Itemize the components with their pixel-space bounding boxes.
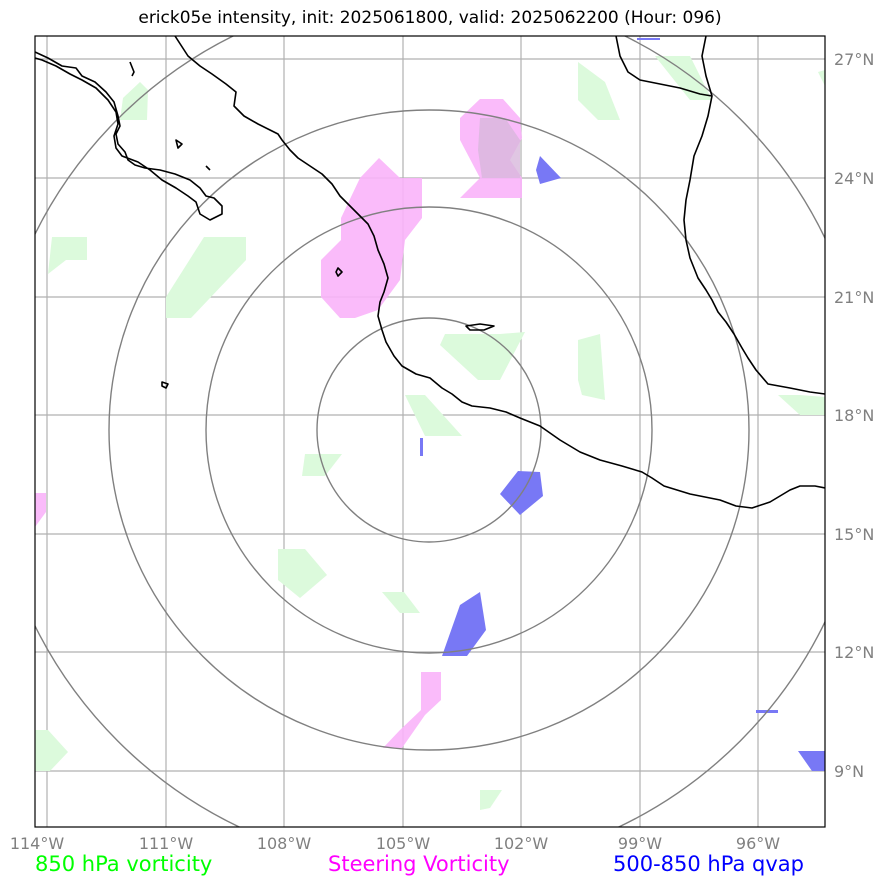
plot-frame: [34, 35, 826, 828]
map-title: erick05e intensity, init: 2025061800, va…: [138, 8, 722, 28]
lon-label: 108°W: [257, 834, 312, 853]
steering-overlap-area: [478, 118, 520, 178]
legend-steering-vorticity: Steering Vorticity: [328, 852, 510, 876]
lat-label: 21°N: [834, 288, 874, 307]
lat-label: 12°N: [834, 643, 874, 662]
qvap-areas: [420, 38, 825, 771]
coastlines: [35, 36, 825, 509]
lat-label: 9°N: [834, 762, 864, 781]
longitude-labels: 114°W 111°W 108°W 105°W 102°W 99°W 96°W: [10, 834, 780, 853]
lat-label: 15°N: [834, 525, 874, 544]
range-rings: [35, 36, 825, 827]
lon-label: 102°W: [494, 834, 549, 853]
vorticity-850-areas: [35, 56, 825, 810]
lat-label: 24°N: [834, 169, 874, 188]
lon-label: 111°W: [139, 834, 194, 853]
gridlines: [35, 36, 825, 827]
lon-label: 105°W: [376, 834, 431, 853]
legend-qvap: 500-850 hPa qvap: [613, 852, 804, 876]
lon-label: 114°W: [10, 834, 65, 853]
lat-label: 27°N: [834, 50, 874, 69]
legend-850-vorticity: 850 hPa vorticity: [35, 852, 213, 876]
lon-label: 99°W: [618, 834, 662, 853]
lon-label: 96°W: [736, 834, 780, 853]
latitude-labels: 27°N 24°N 21°N 18°N 15°N 12°N 9°N: [834, 50, 874, 781]
lat-label: 18°N: [834, 406, 874, 425]
